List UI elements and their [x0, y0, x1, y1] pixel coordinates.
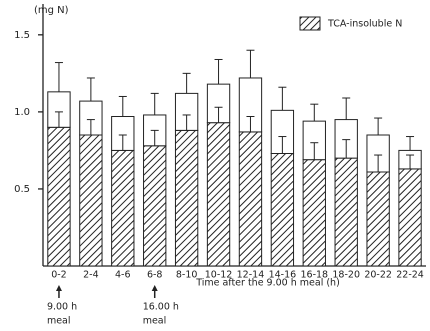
bar-segment: [302, 159, 326, 267]
bar-segment: [238, 131, 263, 267]
legend-label: TCA-insoluble N: [327, 19, 402, 30]
bar-segment: [206, 122, 231, 267]
y-axis-label: (mg N): [34, 5, 69, 16]
annotation-text: 16.00 h: [143, 302, 179, 313]
bar-segment: [334, 157, 358, 267]
x-tick-label: 16-18: [300, 270, 328, 281]
x-tick-label: 14-16: [269, 270, 297, 281]
x-axis-label: Time after the 9.00 h meal (h): [195, 278, 340, 289]
x-tick-label: 12-14: [237, 270, 265, 281]
x-tick-label: 8-10: [176, 270, 198, 281]
y-tick-label: 0.5: [14, 184, 30, 195]
bar-segment: [174, 129, 199, 267]
arrow-head: [55, 285, 62, 291]
x-tick-label: 20-22: [364, 270, 392, 281]
bar-segment: [111, 149, 135, 267]
x-tick-label: 10-12: [205, 270, 233, 281]
legend-swatch: [299, 16, 321, 31]
x-tick-label: 2-4: [83, 270, 99, 281]
annotation-text: meal: [143, 316, 167, 327]
y-tick-label: 1.5: [14, 30, 30, 41]
x-tick-label: 18-20: [332, 270, 360, 281]
annotation-text: 9.00 h: [47, 302, 77, 313]
y-tick-label: 1.0: [14, 107, 30, 118]
arrow-head: [151, 285, 158, 291]
bar-segment: [366, 171, 390, 267]
x-tick-label: 22-24: [396, 270, 424, 281]
x-tick-label: 4-6: [115, 270, 131, 281]
x-tick-label: 6-8: [147, 270, 163, 281]
bar-segment: [79, 134, 103, 267]
annotation-text: meal: [47, 316, 71, 327]
x-tick-label: 0-2: [51, 270, 67, 281]
bar-segment: [270, 152, 295, 267]
bar-segment: [143, 145, 167, 267]
bar-segment: [398, 168, 422, 267]
bar-segment: [47, 126, 71, 267]
